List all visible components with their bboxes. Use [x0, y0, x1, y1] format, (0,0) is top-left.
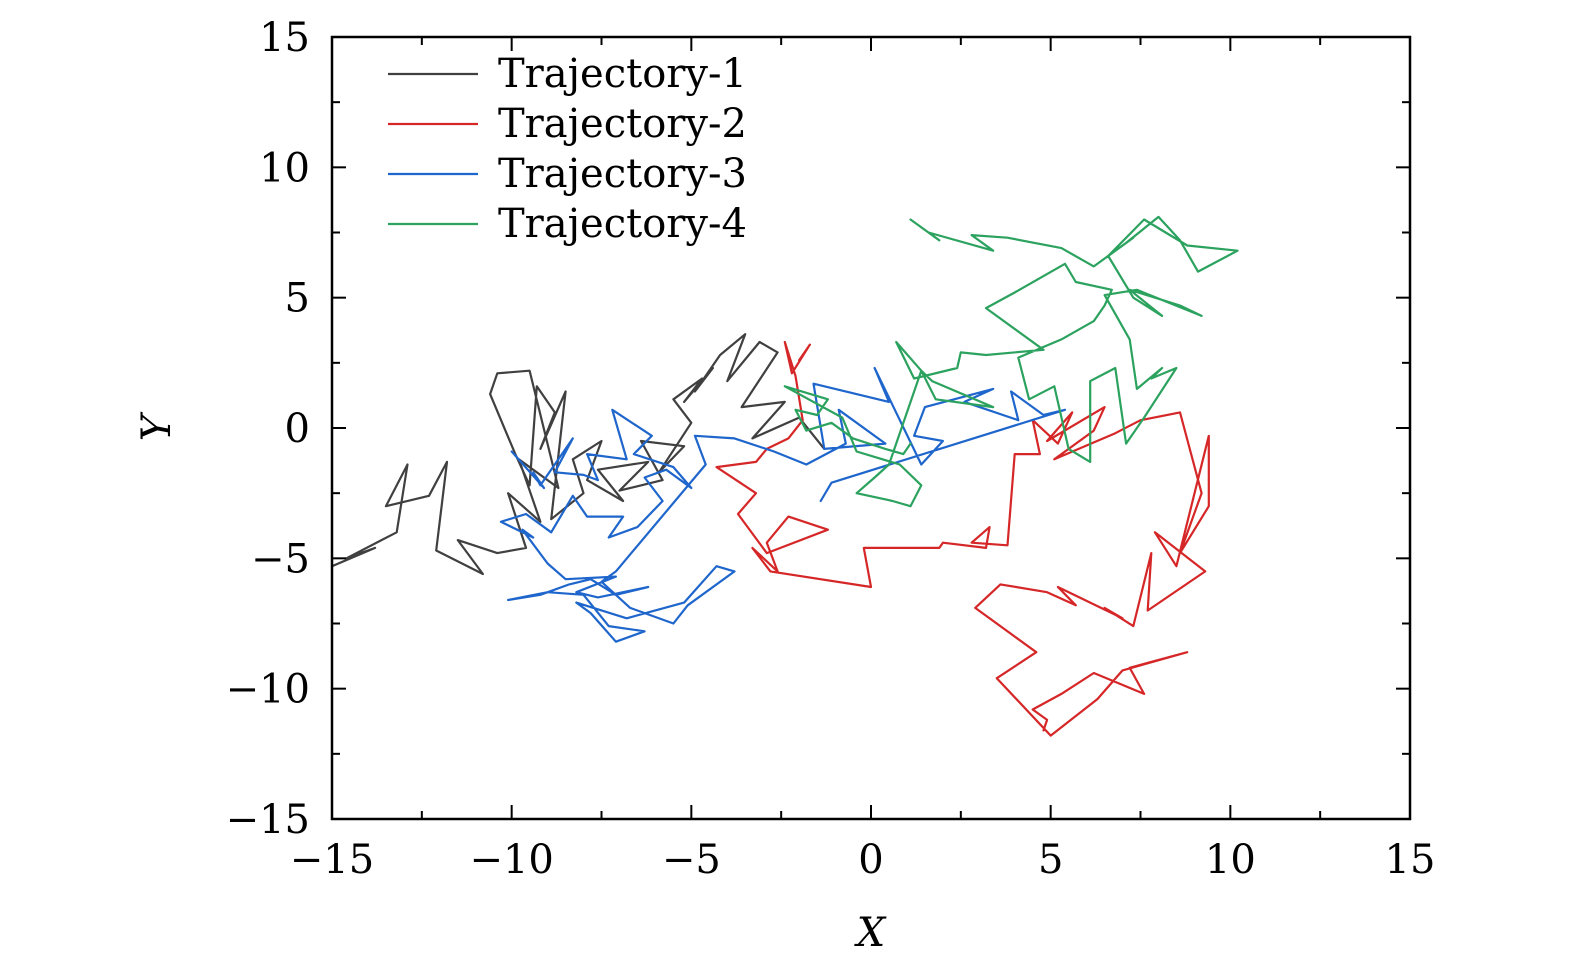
x-tick-label: 0	[858, 837, 883, 883]
y-tick-label: 5	[285, 276, 310, 322]
x-tick-label: 10	[1205, 837, 1256, 883]
series-line-trajectory-3	[499, 366, 1067, 643]
y-tick-label: −15	[226, 797, 310, 843]
plot-frame	[330, 35, 1412, 821]
legend-label-trajectory-3: Trajectory-3	[498, 151, 747, 197]
series-line-trajectory-1	[332, 333, 826, 576]
y-axis-label: Y	[134, 411, 180, 441]
x-axis: −15 −10 −5 0 5 10 15	[290, 37, 1436, 883]
legend: Trajectory-1Trajectory-2Trajectory-3Traj…	[388, 51, 747, 247]
series-line-trajectory-4	[783, 215, 1239, 508]
series-layer	[332, 215, 1239, 737]
legend-label-trajectory-4: Trajectory-4	[498, 201, 747, 247]
series-line-trajectory-2	[715, 340, 1210, 737]
y-tick-label: −10	[226, 667, 310, 713]
x-tick-label: −15	[290, 837, 374, 883]
x-axis-label: X	[854, 910, 887, 956]
y-tick-label: 0	[285, 406, 310, 452]
y-tick-label: 15	[259, 15, 310, 61]
legend-label-trajectory-1: Trajectory-1	[498, 51, 747, 97]
y-tick-label: 10	[259, 145, 310, 191]
y-axis: −15 −10 −5 0 5 10 15	[226, 15, 1410, 843]
x-tick-label: 15	[1385, 837, 1436, 883]
x-tick-label: −5	[662, 837, 721, 883]
y-tick-label: −5	[251, 536, 310, 582]
x-tick-label: 5	[1038, 837, 1063, 883]
x-tick-label: −10	[469, 837, 553, 883]
legend-label-trajectory-2: Trajectory-2	[498, 101, 747, 147]
